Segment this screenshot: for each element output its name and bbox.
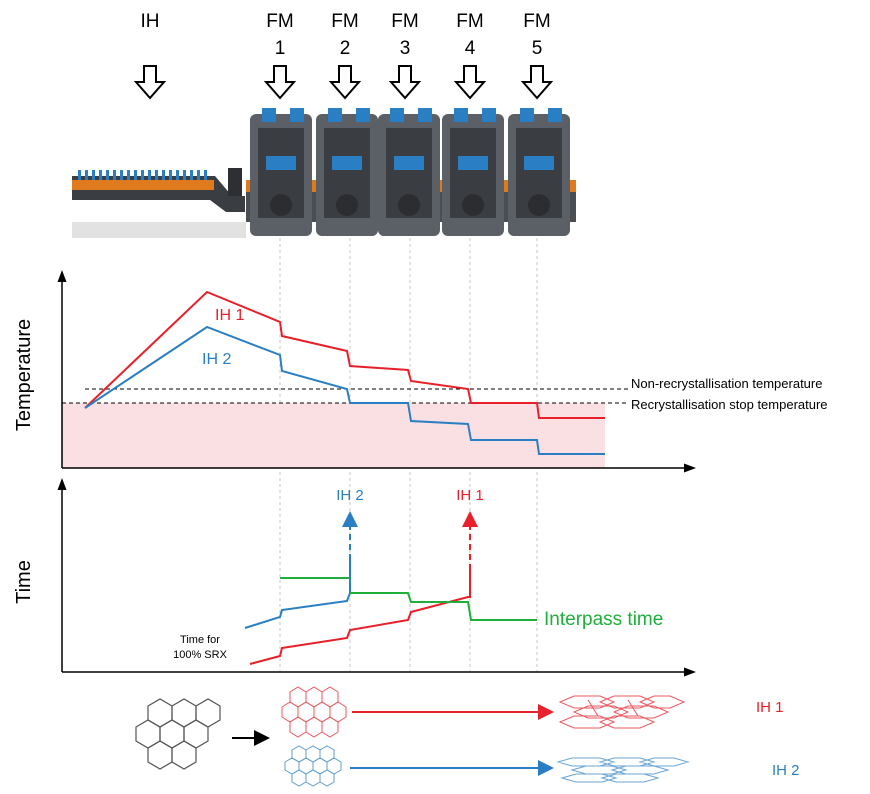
- temperature-chart: Temperature Non-recrystallisation temper…: [13, 270, 828, 473]
- down-arrow-icon: [453, 65, 487, 100]
- rolling-mill-illustration: [72, 108, 576, 238]
- down-arrow-icon: [520, 65, 554, 100]
- temperature-series-ih1: [84, 290, 605, 419]
- mill-stand-fm4: [442, 108, 504, 236]
- ih2-fine-grains: [284, 745, 342, 787]
- station-name-fm2: FM: [331, 11, 358, 32]
- station-name-fm4: FM: [456, 11, 483, 32]
- ih2-elongated-grains: [556, 757, 690, 783]
- station-name-fm1: FM: [266, 11, 293, 32]
- ih2-micro-label: IH 2: [772, 762, 800, 779]
- station-headers: IH FM 1 FM 2 FM 3 FM 4 FM 5: [141, 11, 551, 59]
- non-recrystallisation-label: Non-recrystallisation temperature: [631, 376, 822, 391]
- time-axis-label: Time: [13, 560, 35, 604]
- station-name-fm3: FM: [391, 11, 418, 32]
- down-arrow-icon: [263, 65, 297, 100]
- station-number-fm1: 1: [275, 38, 286, 59]
- interpass-series: [350, 592, 537, 621]
- srx-series-ih2: [244, 560, 351, 629]
- station-number-fm4: 4: [465, 38, 476, 59]
- mill-stand-fm2: [316, 108, 378, 236]
- mill-stand-fm5: [508, 108, 570, 236]
- station-number-fm5: 5: [532, 38, 543, 59]
- ih1-temperature-label: IH 1: [215, 307, 244, 324]
- time-chart: Time IH 2 IH 1 Time for 100% SRX Interpa…: [13, 478, 696, 677]
- down-arrow-icon: [133, 65, 167, 100]
- mill-stand-fm3: [378, 108, 440, 236]
- recrystallisation-stop-label: Recrystallisation stop temperature: [631, 397, 828, 412]
- ih2-temperature-label: IH 2: [202, 351, 231, 368]
- interpass-time-label: Interpass time: [544, 609, 663, 630]
- station-number-fm2: 2: [340, 38, 351, 59]
- down-arrow-icon: [328, 65, 362, 100]
- ih1-elongated-grains: [558, 695, 686, 729]
- initial-grain-structure: [135, 698, 221, 770]
- station-name-fm5: FM: [523, 11, 550, 32]
- induction-heater-coils: [78, 170, 207, 180]
- mill-stand-fm1: [250, 108, 312, 236]
- ih1-recrystallised-grains: [281, 686, 347, 738]
- microstructure-panel: IH 1 IH 2: [135, 686, 800, 787]
- ih2-time-label: IH 2: [336, 487, 364, 504]
- station-name-ih: IH: [141, 11, 160, 32]
- srx-label-line2: 100% SRX: [173, 649, 227, 661]
- ih1-micro-label: IH 1: [756, 699, 784, 716]
- down-arrows: [133, 65, 554, 100]
- srx-label-line1: Time for: [180, 634, 220, 646]
- station-number-fm3: 3: [400, 38, 411, 59]
- ih1-time-label: IH 1: [456, 487, 484, 504]
- temperature-series-ih2: [84, 325, 605, 455]
- srx-series-ih1: [249, 570, 471, 665]
- down-arrow-icon: [388, 65, 422, 100]
- recrystallisation-zone: [62, 403, 605, 468]
- temperature-axis-label: Temperature: [13, 319, 35, 431]
